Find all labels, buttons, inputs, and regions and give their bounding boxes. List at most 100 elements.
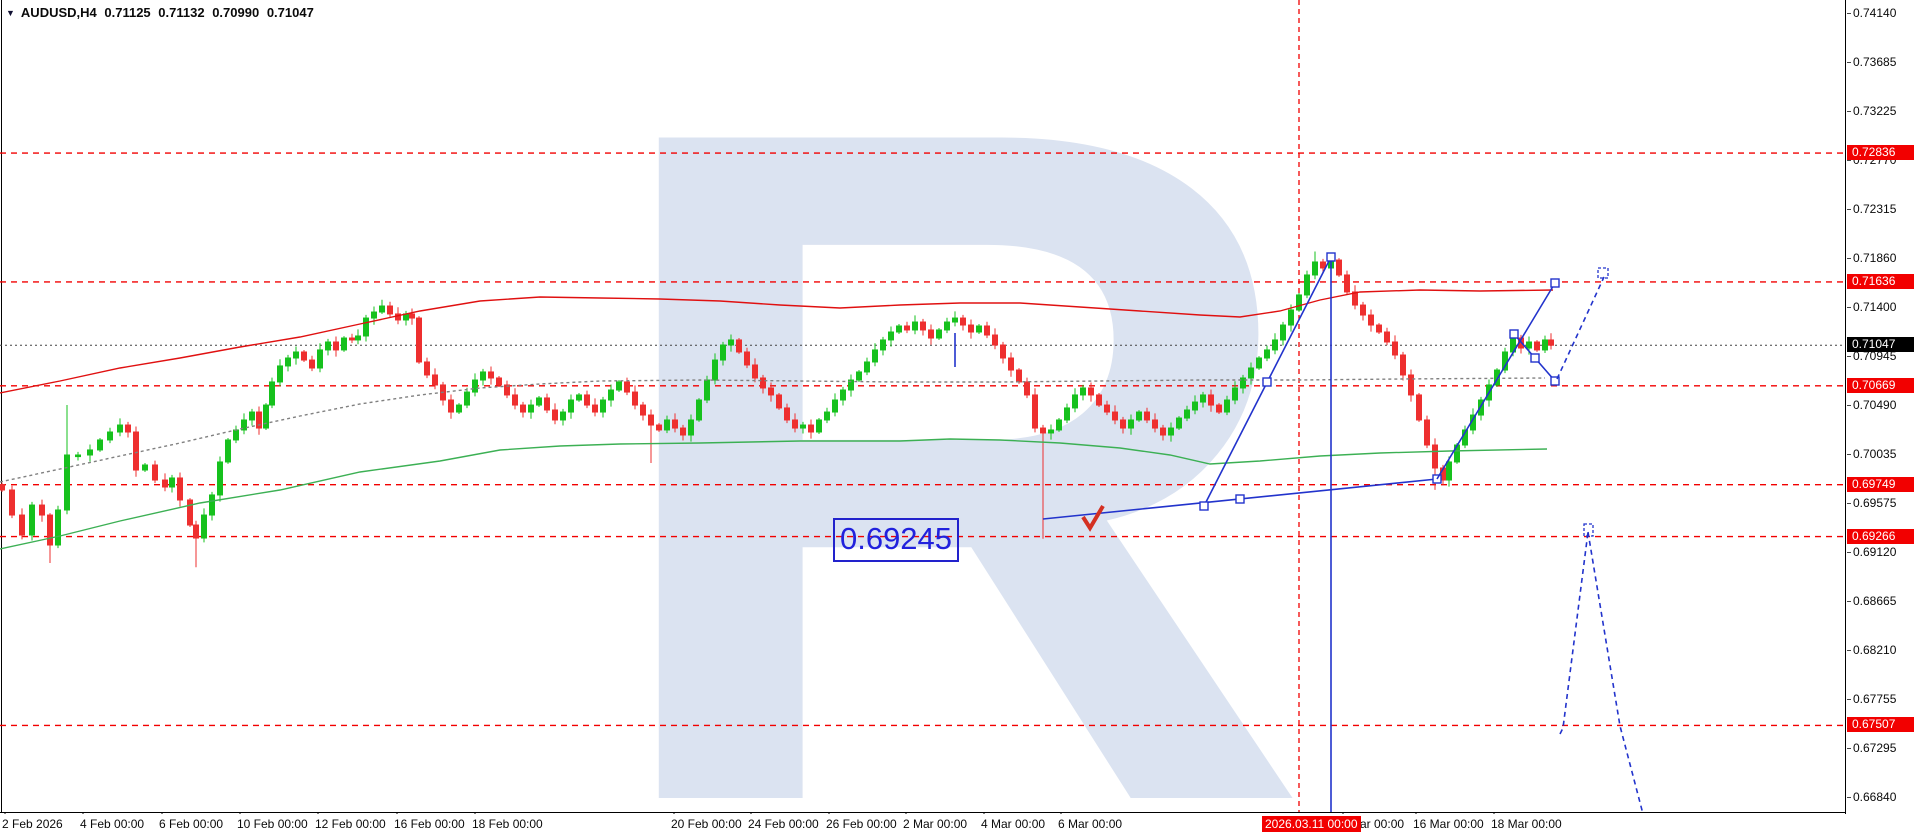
candle-body [117, 424, 123, 433]
candle-body [1542, 339, 1548, 351]
candle-body [744, 351, 750, 366]
candle-body [680, 427, 686, 436]
candle-body [1446, 461, 1452, 481]
drawing-handle[interactable] [1550, 376, 1560, 386]
candle-body [904, 325, 910, 331]
drawing-handle[interactable] [1530, 353, 1540, 363]
chevron-down-icon[interactable]: ▼ [6, 8, 15, 18]
candle-body [1216, 404, 1222, 413]
drawing-handle[interactable] [1235, 494, 1245, 504]
candle-body [656, 424, 662, 431]
candle-body [664, 419, 670, 431]
candle-body [1152, 419, 1158, 429]
candle-body [1352, 291, 1358, 306]
candle-body [704, 379, 710, 401]
projection-tip-marker [1597, 267, 1609, 279]
candle-body [672, 419, 678, 429]
candle-body [1478, 399, 1484, 416]
candle-body [576, 394, 582, 401]
x-axis-label: 18 Mar 00:00 [1491, 817, 1562, 831]
candle-body [263, 404, 269, 429]
drawing-handle[interactable] [1199, 501, 1209, 511]
projection-tip-marker [1583, 523, 1594, 537]
candle-body [29, 504, 35, 536]
candle-body [1048, 429, 1054, 434]
candle-body [0, 484, 5, 491]
candle-body [1494, 369, 1500, 386]
broker-watermark-logo: R [592, 0, 1314, 840]
candle-body [1408, 374, 1414, 396]
candle-body [696, 399, 702, 421]
x-axis-label: 26 Feb 00:00 [826, 817, 897, 831]
candle-body [784, 407, 790, 421]
drawing-handle[interactable] [1262, 377, 1272, 387]
candle-body [1128, 419, 1134, 429]
ohlc-low: 0.70990 [212, 5, 260, 20]
candle-body [1040, 427, 1046, 434]
candle-body [848, 379, 854, 391]
slow-ma-line [0, 438, 1548, 550]
candle-body [792, 419, 798, 429]
drawing-handle[interactable] [1550, 278, 1560, 288]
y-axis-tick-label: 0.70945 [1846, 349, 1897, 364]
chart-title: ▼ AUDUSD,H4 0.71125 0.71132 0.70990 0.710… [6, 5, 318, 20]
candle-body [201, 514, 207, 539]
candle-body [1526, 341, 1532, 349]
candle-body [504, 384, 510, 396]
drawing-handle[interactable] [1509, 329, 1519, 339]
price-annotation-label[interactable]: 0.69245 [833, 518, 959, 562]
candle-body [1264, 349, 1270, 359]
y-axis-tick-label: 0.70490 [1846, 398, 1897, 413]
candle-body [1016, 369, 1022, 383]
y-axis-tick-label: 0.69575 [1846, 496, 1897, 511]
candle-body [920, 321, 926, 331]
candle-body [269, 381, 275, 406]
candle-body [1320, 261, 1326, 269]
candle-body [142, 464, 148, 471]
candle-body [1248, 367, 1254, 379]
candle-body [1168, 427, 1174, 436]
projection-up[interactable] [1556, 276, 1605, 380]
trendline-impulse-2[interactable] [1436, 282, 1556, 480]
y-axis-tick-label: 0.71860 [1846, 250, 1897, 265]
candle-body [1136, 411, 1142, 421]
candle-body [1072, 394, 1078, 409]
candle-body [1304, 274, 1310, 296]
drawing-handle[interactable] [1326, 252, 1336, 262]
candle-body [87, 449, 93, 456]
candle-body [293, 351, 299, 359]
projection-peak-left[interactable] [1559, 531, 1589, 735]
candle-body [856, 371, 862, 381]
candle-body [333, 341, 339, 351]
candle-body [1424, 419, 1430, 446]
candle-body [107, 431, 113, 441]
candle-body [776, 394, 782, 409]
candle-body [880, 339, 886, 351]
x-axis-label: 6 Feb 00:00 [159, 817, 224, 831]
candle-body [1056, 419, 1062, 431]
candle-body [1368, 314, 1374, 326]
candle-body [1432, 444, 1438, 469]
candle-body [1360, 304, 1366, 316]
candle-body [480, 371, 486, 381]
candle-body [1416, 394, 1422, 421]
date-highlight-chip: 2026.03.11 00:00 [1262, 816, 1361, 832]
candle-body [800, 424, 806, 429]
candle-body [824, 411, 830, 421]
dotted-ma-line [0, 377, 1546, 483]
candle-body [1144, 411, 1150, 421]
candle-body [760, 377, 766, 389]
projection-peak-right[interactable] [1587, 531, 1644, 815]
candle-body [424, 361, 430, 376]
candle-body [936, 329, 942, 339]
candle-body [488, 371, 494, 379]
candle-body [912, 321, 918, 331]
candle-body [568, 399, 574, 413]
candle-body [125, 424, 131, 433]
candle-body [496, 377, 502, 386]
candle-body [928, 329, 934, 339]
candle-body [249, 411, 255, 421]
candle-body [464, 391, 470, 406]
candle-body [349, 337, 355, 341]
